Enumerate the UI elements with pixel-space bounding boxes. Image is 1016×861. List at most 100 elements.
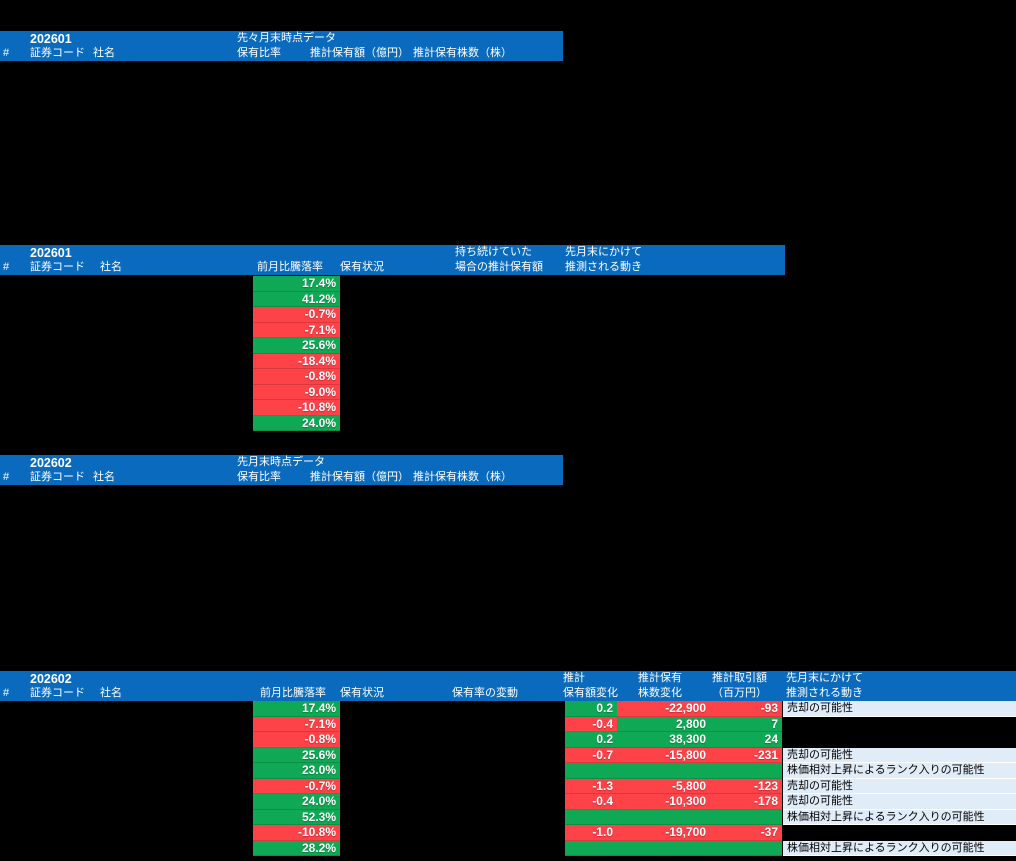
holding-amount-change-cell[interactable]: -0.4 <box>565 716 617 732</box>
trade-value-cell[interactable] <box>710 763 782 779</box>
pct-change-cell[interactable]: 17.4% <box>253 701 340 717</box>
table2-col-code: 証券コード <box>30 261 85 273</box>
table4-col-index: # <box>3 687 10 699</box>
table2-col-held-line2: 場合の推計保有額 <box>455 261 543 273</box>
table2-col-status: 保有状況 <box>340 261 384 273</box>
movement-note-cell[interactable]: 売却の可能性 <box>783 778 1016 794</box>
holding-amount-change-cell[interactable]: 0.2 <box>565 732 617 748</box>
holding-amount-change-cell[interactable]: -1.0 <box>565 825 617 841</box>
table3-snapshot-label: 先月末時点データ <box>237 456 325 468</box>
table4-col-move-line1: 先月末にかけて <box>786 672 863 684</box>
table3-period: 202602 <box>30 456 72 470</box>
table1-col-index: # <box>3 47 10 59</box>
holding-amount-change-cell[interactable]: 0.2 <box>565 701 617 717</box>
pct-change-cell[interactable]: -7.1% <box>253 716 340 732</box>
share-count-change-cell[interactable]: 2,800 <box>617 716 710 732</box>
pct-change-cell[interactable]: -0.7% <box>253 307 340 323</box>
pct-change-cell[interactable]: 25.6% <box>253 338 340 354</box>
pct-change-cell[interactable]: -0.7% <box>253 778 340 794</box>
holding-amount-change-cell[interactable]: -0.7 <box>565 747 617 763</box>
table4-col-move-line2: 推測される動き <box>786 687 863 699</box>
pct-change-cell[interactable]: 23.0% <box>253 763 340 779</box>
share-count-change-cell[interactable]: -10,300 <box>617 794 710 810</box>
table1-col-est-value: 推計保有額（億円） <box>310 47 409 59</box>
movement-note-cell[interactable]: 売却の可能性 <box>783 747 1016 763</box>
movement-note-cell[interactable]: 株価相対上昇によるランク入りの可能性 <box>783 809 1016 825</box>
trade-value-cell[interactable]: -93 <box>710 701 782 717</box>
share-count-change-cell[interactable]: -15,800 <box>617 747 710 763</box>
table2-col-name: 社名 <box>100 261 122 273</box>
table4-col-trade-line1: 推計取引額 <box>712 672 767 684</box>
share-count-change-cell[interactable]: -22,900 <box>617 701 710 717</box>
table1-col-est-shares: 推計保有株数（株） <box>413 47 512 59</box>
table4-col-amt-line1: 推計 <box>563 672 585 684</box>
trade-value-cell[interactable]: -123 <box>710 778 782 794</box>
table1-col-code: 証券コード <box>30 47 85 59</box>
trade-value-cell[interactable]: 7 <box>710 716 782 732</box>
table4-col-ratio-change: 保有率の変動 <box>452 687 518 699</box>
pct-change-cell[interactable]: 52.3% <box>253 809 340 825</box>
pct-change-cell[interactable]: 28.2% <box>253 840 340 856</box>
table4-col-amt-line2: 保有額変化 <box>563 687 618 699</box>
movement-note-cell[interactable]: 売却の可能性 <box>783 701 1016 717</box>
pct-change-cell[interactable]: -10.8% <box>253 825 340 841</box>
movement-note-cell[interactable]: 株価相対上昇によるランク入りの可能性 <box>783 763 1016 779</box>
table4-col-shares-line1: 推計保有 <box>638 672 682 684</box>
pct-change-cell[interactable]: 25.6% <box>253 747 340 763</box>
holding-amount-change-cell[interactable]: -1.3 <box>565 778 617 794</box>
pct-change-cell[interactable]: -0.8% <box>253 369 340 385</box>
trade-value-cell[interactable]: -231 <box>710 747 782 763</box>
table4-col-name: 社名 <box>100 687 122 699</box>
table4-col-pct: 前月比騰落率 <box>260 687 326 699</box>
table2-col-held-line1: 持ち続けていた <box>455 246 532 258</box>
table1-header: 202601 先々月末時点データ # 証券コード 社名 保有比率 推計保有額（億… <box>0 31 563 61</box>
table2-col-move-line2: 推測される動き <box>565 261 642 273</box>
trade-value-cell[interactable]: 24 <box>710 732 782 748</box>
pct-change-cell[interactable]: 41.2% <box>253 291 340 307</box>
pct-change-cell[interactable]: 24.0% <box>253 415 340 431</box>
trade-value-cell[interactable]: -178 <box>710 794 782 810</box>
pct-change-cell[interactable]: -10.8% <box>253 400 340 416</box>
table3-header: 202602 先月末時点データ # 証券コード 社名 保有比率 推計保有額（億円… <box>0 455 563 485</box>
movement-note-cell[interactable]: 株価相対上昇によるランク入りの可能性 <box>783 840 1016 856</box>
table4-col-code: 証券コード <box>30 687 85 699</box>
pct-change-cell[interactable]: -18.4% <box>253 353 340 369</box>
table2-col-pct: 前月比騰落率 <box>257 261 323 273</box>
holding-amount-change-cell[interactable] <box>565 763 617 779</box>
movement-note-cell[interactable]: 売却の可能性 <box>783 794 1016 810</box>
share-count-change-cell[interactable]: -19,700 <box>617 825 710 841</box>
pct-change-cell[interactable]: -9.0% <box>253 384 340 400</box>
table2-col-index: # <box>3 261 10 273</box>
table3-col-code: 証券コード <box>30 471 85 483</box>
table3-col-index: # <box>3 471 10 483</box>
pct-change-cell[interactable]: -0.8% <box>253 732 340 748</box>
holding-amount-change-cell[interactable]: -0.4 <box>565 794 617 810</box>
share-count-change-cell[interactable] <box>617 763 710 779</box>
holding-amount-change-cell[interactable] <box>565 809 617 825</box>
table4-col-shares-line2: 株数変化 <box>638 687 682 699</box>
pct-change-cell[interactable]: 17.4% <box>253 276 340 292</box>
table3-col-ratio: 保有比率 <box>237 471 281 483</box>
table2-col-move-line1: 先月末にかけて <box>565 246 642 258</box>
table4-period: 202602 <box>30 672 72 686</box>
trade-value-cell[interactable]: -37 <box>710 825 782 841</box>
table2-period: 202601 <box>30 246 72 260</box>
share-count-change-cell[interactable]: -5,800 <box>617 778 710 794</box>
table4-header: 202602 推計 推計保有 推計取引額 先月末にかけて # 証券コード 社名 … <box>0 671 1016 701</box>
table4-col-status: 保有状況 <box>340 687 384 699</box>
share-count-change-cell[interactable]: 38,300 <box>617 732 710 748</box>
table2-header: 202601 持ち続けていた 先月末にかけて # 証券コード 社名 前月比騰落率… <box>0 245 785 275</box>
table1-snapshot-label: 先々月末時点データ <box>237 32 336 44</box>
table3-col-est-shares: 推計保有株数（株） <box>413 471 512 483</box>
trade-value-cell[interactable] <box>710 840 782 856</box>
share-count-change-cell[interactable] <box>617 809 710 825</box>
table1-col-ratio: 保有比率 <box>237 47 281 59</box>
pct-change-cell[interactable]: 24.0% <box>253 794 340 810</box>
holding-amount-change-cell[interactable] <box>565 840 617 856</box>
table1-period: 202601 <box>30 32 72 46</box>
table3-col-est-value: 推計保有額（億円） <box>310 471 409 483</box>
share-count-change-cell[interactable] <box>617 840 710 856</box>
pct-change-cell[interactable]: -7.1% <box>253 322 340 338</box>
trade-value-cell[interactable] <box>710 809 782 825</box>
